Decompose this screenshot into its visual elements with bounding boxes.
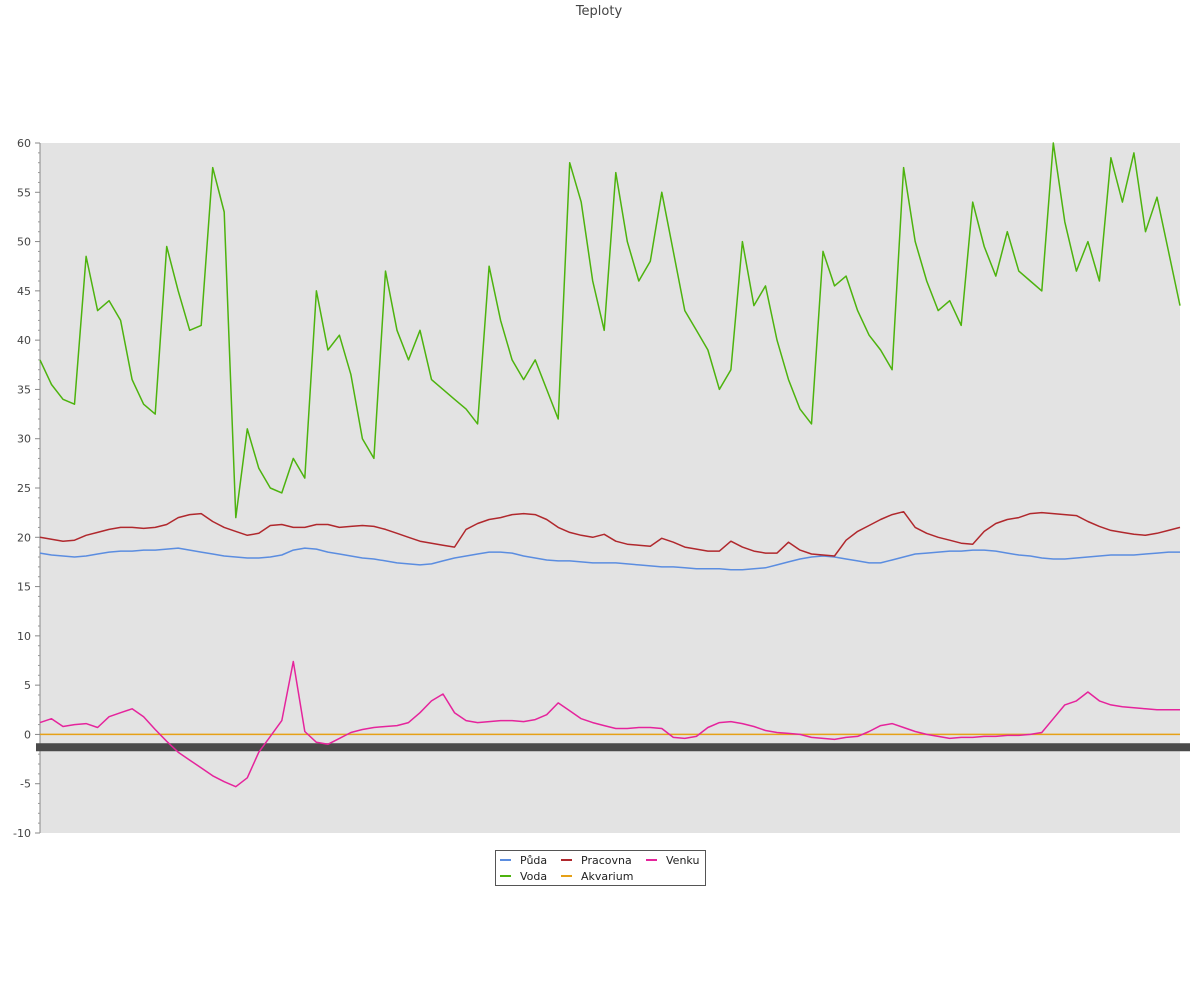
y-tick-label: 60	[17, 137, 31, 150]
series-line-pda	[39, 547, 1180, 571]
y-axis: -10 -5 0 5 10 15 20 25 30 35 40 45 50 55 60	[13, 137, 41, 840]
y-tick-label: -10	[13, 827, 31, 840]
x-axis	[36, 743, 1190, 752]
y-tick-label: 30	[17, 433, 31, 446]
legend-label: Venku	[666, 854, 699, 867]
y-tick-label: 50	[17, 236, 31, 249]
legend-box	[495, 850, 706, 886]
legend-label: Půda	[520, 854, 547, 867]
y-tick-label: 35	[17, 383, 31, 396]
y-tick-label: 10	[17, 630, 31, 643]
y-tick-label: -5	[20, 778, 31, 791]
y-tick-label: 20	[17, 531, 31, 544]
series-line-pracovna	[39, 510, 1181, 557]
y-tick-label: 40	[17, 334, 31, 347]
legend-label: Pracovna	[581, 854, 632, 867]
y-tick-label: 25	[17, 482, 31, 495]
legend-label: Voda	[520, 870, 547, 883]
chart-legend: Půda Pracovna Venku Voda Akvarium	[495, 850, 706, 886]
series-line-voda	[39, 142, 1181, 519]
series-layer	[39, 142, 1181, 788]
y-tick-label: 5	[24, 679, 31, 692]
y-tick-label: 15	[17, 581, 31, 594]
legend-label: Akvarium	[581, 870, 633, 883]
x-axis-band	[36, 743, 1190, 752]
y-tick-label: 0	[24, 728, 31, 741]
y-tick-label: 45	[17, 285, 31, 298]
y-tick-label: 55	[17, 186, 31, 199]
chart-title: Teploty	[575, 4, 623, 19]
series-line-venku	[39, 660, 1180, 788]
